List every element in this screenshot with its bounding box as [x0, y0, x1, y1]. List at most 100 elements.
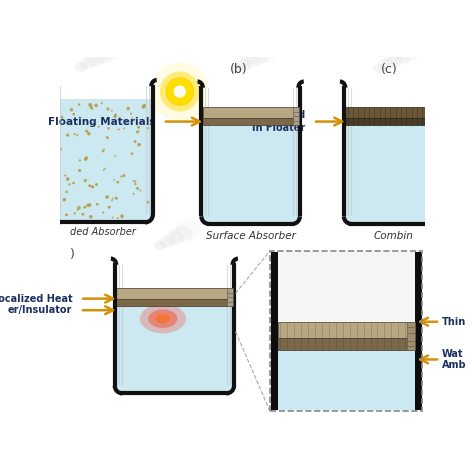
Circle shape [134, 140, 137, 143]
Text: ded Absorber: ded Absorber [70, 228, 136, 237]
Circle shape [108, 206, 111, 209]
Circle shape [134, 183, 137, 185]
Circle shape [95, 183, 98, 186]
Circle shape [85, 130, 88, 133]
Ellipse shape [80, 57, 96, 69]
Text: NPs Embedded
in Floater: NPs Embedded in Floater [223, 110, 305, 133]
Circle shape [131, 152, 134, 155]
Circle shape [133, 193, 135, 195]
Circle shape [79, 159, 81, 162]
Circle shape [117, 181, 119, 183]
Circle shape [101, 102, 103, 104]
Circle shape [73, 113, 75, 116]
Circle shape [88, 103, 92, 107]
Circle shape [65, 191, 68, 193]
Circle shape [73, 212, 76, 214]
Ellipse shape [164, 231, 184, 245]
Text: (b): (b) [230, 63, 248, 76]
Text: Thin: Thin [442, 317, 466, 327]
Circle shape [68, 183, 71, 186]
Circle shape [66, 134, 69, 137]
Circle shape [136, 187, 139, 190]
Circle shape [72, 182, 75, 184]
Circle shape [59, 111, 61, 113]
Text: er/Insulator: er/Insulator [8, 305, 73, 315]
Ellipse shape [236, 59, 252, 70]
Circle shape [120, 214, 124, 218]
Circle shape [113, 115, 117, 118]
Ellipse shape [246, 49, 269, 65]
Bar [436, 107, 442, 126]
Circle shape [63, 198, 66, 201]
Circle shape [78, 169, 81, 172]
Ellipse shape [394, 44, 420, 62]
Circle shape [55, 121, 59, 125]
Circle shape [96, 203, 99, 206]
Circle shape [105, 195, 109, 199]
Text: Combin: Combin [373, 231, 413, 241]
Circle shape [90, 106, 93, 109]
Bar [407, 322, 415, 350]
Bar [271, 253, 278, 410]
Bar [227, 288, 233, 306]
Circle shape [70, 108, 73, 111]
Circle shape [85, 156, 88, 159]
Circle shape [102, 211, 104, 214]
Circle shape [87, 132, 91, 136]
Ellipse shape [373, 64, 386, 73]
Circle shape [139, 190, 141, 191]
Circle shape [73, 133, 76, 135]
Bar [116, 299, 233, 306]
Circle shape [107, 108, 109, 110]
Text: Floating Materials: Floating Materials [48, 117, 155, 127]
Circle shape [127, 107, 130, 110]
Circle shape [78, 103, 81, 106]
Bar [278, 350, 415, 410]
Ellipse shape [389, 49, 411, 65]
Circle shape [94, 103, 98, 107]
Ellipse shape [85, 52, 105, 66]
Bar [116, 288, 233, 299]
Bar [346, 107, 441, 118]
Ellipse shape [230, 64, 243, 73]
Ellipse shape [75, 62, 88, 72]
Ellipse shape [383, 54, 403, 68]
Circle shape [112, 198, 114, 200]
Ellipse shape [91, 47, 113, 64]
Circle shape [102, 150, 104, 153]
Bar [278, 338, 415, 350]
Bar [55, 99, 151, 221]
Bar [270, 251, 422, 411]
Text: ): ) [70, 248, 74, 261]
Circle shape [88, 184, 91, 187]
Ellipse shape [241, 54, 260, 68]
Circle shape [64, 174, 66, 177]
Circle shape [58, 142, 60, 144]
Bar [270, 251, 422, 411]
Bar [203, 107, 298, 118]
Circle shape [134, 181, 136, 182]
Bar [203, 124, 298, 222]
Ellipse shape [159, 236, 175, 247]
Bar [116, 305, 233, 392]
Circle shape [137, 126, 140, 129]
Ellipse shape [154, 241, 167, 250]
Circle shape [83, 206, 86, 209]
Ellipse shape [252, 44, 277, 62]
Circle shape [146, 201, 149, 203]
Circle shape [166, 78, 194, 105]
Bar [278, 322, 415, 338]
Ellipse shape [175, 221, 201, 239]
Ellipse shape [96, 42, 122, 61]
Circle shape [77, 206, 81, 210]
Circle shape [106, 136, 109, 139]
Circle shape [114, 155, 116, 157]
Ellipse shape [140, 304, 186, 333]
Circle shape [76, 134, 78, 136]
Circle shape [114, 113, 117, 116]
Circle shape [69, 124, 71, 126]
Circle shape [88, 203, 91, 207]
Bar [203, 118, 298, 126]
Ellipse shape [170, 226, 192, 242]
Circle shape [65, 213, 68, 217]
